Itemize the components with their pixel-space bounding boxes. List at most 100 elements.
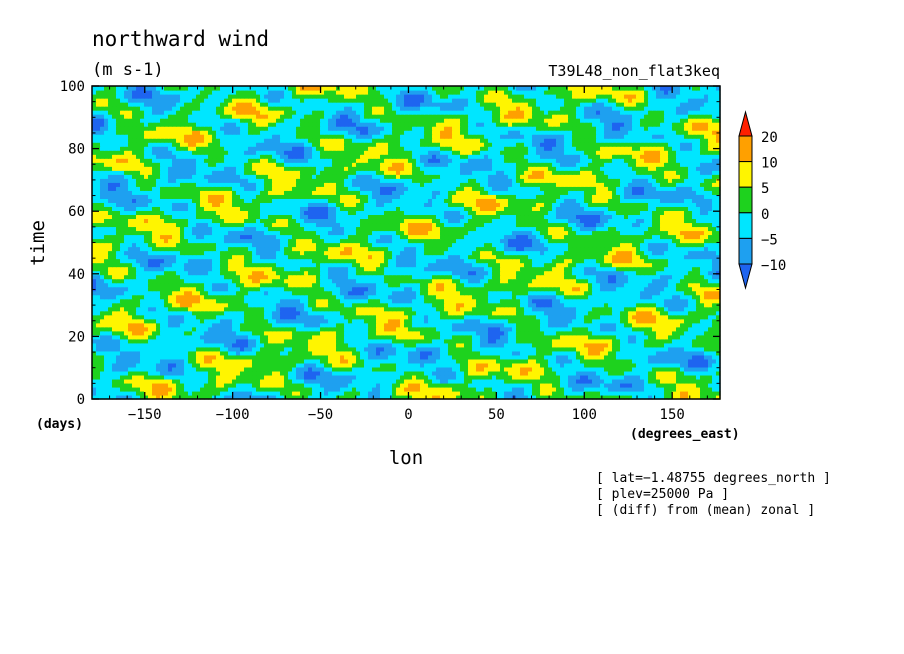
heatmap-cell bbox=[100, 374, 105, 380]
heatmap-cell bbox=[596, 330, 601, 336]
heatmap-cell bbox=[172, 310, 177, 316]
heatmap-cell bbox=[352, 298, 357, 304]
heatmap-cell bbox=[312, 374, 317, 380]
heatmap-cell bbox=[512, 290, 517, 296]
heatmap-cell bbox=[124, 394, 129, 400]
heatmap-cell bbox=[528, 278, 533, 284]
heatmap-cell bbox=[692, 342, 697, 348]
heatmap-cell bbox=[96, 338, 101, 344]
heatmap-cell bbox=[580, 306, 585, 312]
heatmap-cell bbox=[388, 318, 393, 324]
heatmap-cell bbox=[436, 378, 441, 384]
heatmap-cell bbox=[148, 374, 153, 380]
heatmap-cell bbox=[204, 354, 209, 360]
heatmap-cell bbox=[148, 326, 153, 332]
heatmap-cell bbox=[312, 290, 317, 296]
heatmap-cell bbox=[244, 314, 249, 320]
heatmap-cell bbox=[688, 386, 693, 392]
heatmap-cell bbox=[388, 382, 393, 388]
heatmap-cell bbox=[324, 302, 329, 308]
heatmap-cell bbox=[152, 282, 157, 288]
heatmap-cell bbox=[308, 366, 313, 372]
heatmap-cell bbox=[104, 354, 109, 360]
heatmap-cell bbox=[432, 298, 437, 304]
heatmap-cell bbox=[392, 374, 397, 380]
heatmap-cell bbox=[376, 310, 381, 316]
heatmap-cell bbox=[628, 394, 633, 400]
heatmap-cell bbox=[652, 330, 657, 336]
heatmap-cell bbox=[376, 370, 381, 376]
heatmap-cell bbox=[100, 342, 105, 348]
heatmap-cell bbox=[284, 370, 289, 376]
heatmap-cell bbox=[156, 350, 161, 356]
heatmap-cell bbox=[648, 370, 653, 376]
heatmap-cell bbox=[368, 322, 373, 328]
heatmap-cell bbox=[560, 338, 565, 344]
heatmap-cell bbox=[576, 290, 581, 296]
heatmap-cell bbox=[456, 350, 461, 356]
heatmap-cell bbox=[412, 318, 417, 324]
heatmap-cell bbox=[216, 274, 221, 280]
heatmap-cell bbox=[292, 334, 297, 340]
heatmap-cell bbox=[132, 374, 137, 380]
heatmap-cell bbox=[196, 322, 201, 328]
heatmap-cell bbox=[524, 294, 529, 300]
heatmap-cell bbox=[644, 278, 649, 284]
heatmap-cell bbox=[256, 354, 261, 360]
heatmap-cell bbox=[156, 326, 161, 332]
heatmap-cell bbox=[692, 330, 697, 336]
heatmap-cell bbox=[204, 290, 209, 296]
heatmap-cell bbox=[152, 302, 157, 308]
heatmap-cell bbox=[680, 366, 685, 372]
heatmap-cell bbox=[528, 294, 533, 300]
heatmap-cell bbox=[716, 370, 721, 376]
heatmap-cell bbox=[448, 382, 453, 388]
heatmap-cell bbox=[392, 370, 397, 376]
heatmap-cell bbox=[580, 294, 585, 300]
heatmap-cell bbox=[424, 374, 429, 380]
heatmap-cell bbox=[696, 330, 701, 336]
heatmap-cell bbox=[332, 294, 337, 300]
heatmap-cell bbox=[180, 378, 185, 384]
heatmap-cell bbox=[92, 394, 97, 400]
heatmap-cell bbox=[300, 318, 305, 324]
heatmap-cell bbox=[116, 306, 121, 312]
heatmap-cell bbox=[580, 362, 585, 368]
heatmap-cell bbox=[540, 386, 545, 392]
heatmap-cell bbox=[656, 342, 661, 348]
heatmap-cell bbox=[612, 338, 617, 344]
heatmap-cell bbox=[528, 346, 533, 352]
heatmap-cell bbox=[448, 378, 453, 384]
heatmap-cell bbox=[536, 306, 541, 312]
heatmap-cell bbox=[276, 394, 281, 400]
heatmap-cell bbox=[408, 294, 413, 300]
heatmap-cell bbox=[288, 298, 293, 304]
heatmap-cell bbox=[452, 350, 457, 356]
heatmap-cell bbox=[656, 310, 661, 316]
heatmap-cell bbox=[480, 330, 485, 336]
heatmap-cell bbox=[112, 270, 117, 276]
heatmap-cell bbox=[216, 386, 221, 392]
heatmap-cell bbox=[136, 394, 141, 400]
heatmap-cell bbox=[116, 382, 121, 388]
heatmap-cell bbox=[648, 302, 653, 308]
heatmap-cell bbox=[172, 378, 177, 384]
heatmap-cell bbox=[652, 314, 657, 320]
heatmap-cell bbox=[112, 358, 117, 364]
heatmap-cell bbox=[408, 314, 413, 320]
heatmap-cell bbox=[260, 322, 265, 328]
heatmap-cell bbox=[188, 338, 193, 344]
heatmap-cell bbox=[128, 314, 133, 320]
heatmap-cell bbox=[128, 342, 133, 348]
heatmap-cell bbox=[428, 286, 433, 292]
heatmap-cell bbox=[592, 334, 597, 340]
heatmap-cell bbox=[620, 322, 625, 328]
heatmap-cell bbox=[136, 310, 141, 316]
heatmap-cell bbox=[256, 358, 261, 364]
heatmap-cell bbox=[716, 330, 721, 336]
heatmap-cell bbox=[108, 346, 113, 352]
heatmap-cell bbox=[264, 350, 269, 356]
heatmap-cell bbox=[600, 310, 605, 316]
heatmap-cell bbox=[300, 362, 305, 368]
heatmap-cell bbox=[528, 386, 533, 392]
